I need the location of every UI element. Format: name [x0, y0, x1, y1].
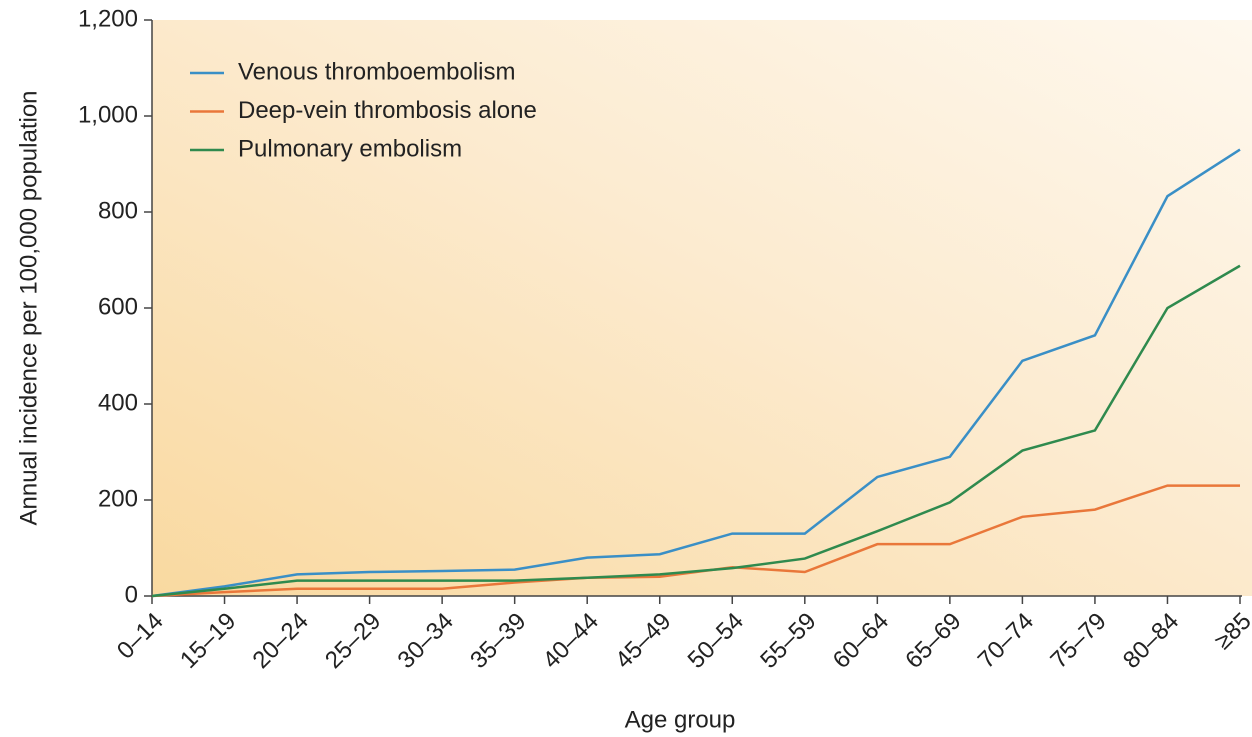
x-tick-label: 30–34 — [393, 608, 459, 674]
x-tick-label: ≥85 — [1209, 608, 1252, 655]
y-tick-label: 1,200 — [78, 5, 138, 32]
x-tick-label: 40–44 — [538, 608, 604, 674]
x-tick-label: 65–69 — [900, 608, 966, 674]
y-tick-label: 400 — [98, 389, 138, 416]
legend-label: Deep-vein thrombosis alone — [238, 97, 537, 124]
x-tick-label: 15–19 — [175, 608, 241, 674]
y-tick-label: 800 — [98, 197, 138, 224]
x-tick-label: 70–74 — [973, 608, 1039, 674]
y-tick-label: 1,000 — [78, 101, 138, 128]
x-tick-label: 75–79 — [1045, 608, 1111, 674]
x-axis-title: Age group — [625, 706, 736, 733]
line — [151, 148, 1241, 598]
y-tick-label: 200 — [98, 485, 138, 512]
x-tick-label: 35–39 — [465, 608, 531, 674]
legend-label: Venous thromboembolism — [238, 58, 515, 85]
x-tick-label: 45–49 — [610, 608, 676, 674]
x-tick-label: 55–59 — [755, 608, 821, 674]
y-tick-label: 0 — [125, 581, 138, 608]
x-tick-label: 20–24 — [248, 608, 314, 674]
x-tick-label: 25–29 — [320, 608, 386, 674]
y-axis-title: Annual incidence per 100,000 population — [15, 90, 42, 525]
x-tick-label: 50–54 — [683, 608, 749, 674]
line — [151, 264, 1241, 598]
y-tick-label: 600 — [98, 293, 138, 320]
x-tick-label: 0–14 — [112, 608, 169, 665]
x-tick-label: 60–64 — [828, 608, 894, 674]
x-tick-label: 80–84 — [1118, 608, 1184, 674]
plot-background — [152, 20, 1252, 596]
legend-label: Pulmonary embolism — [238, 135, 462, 162]
